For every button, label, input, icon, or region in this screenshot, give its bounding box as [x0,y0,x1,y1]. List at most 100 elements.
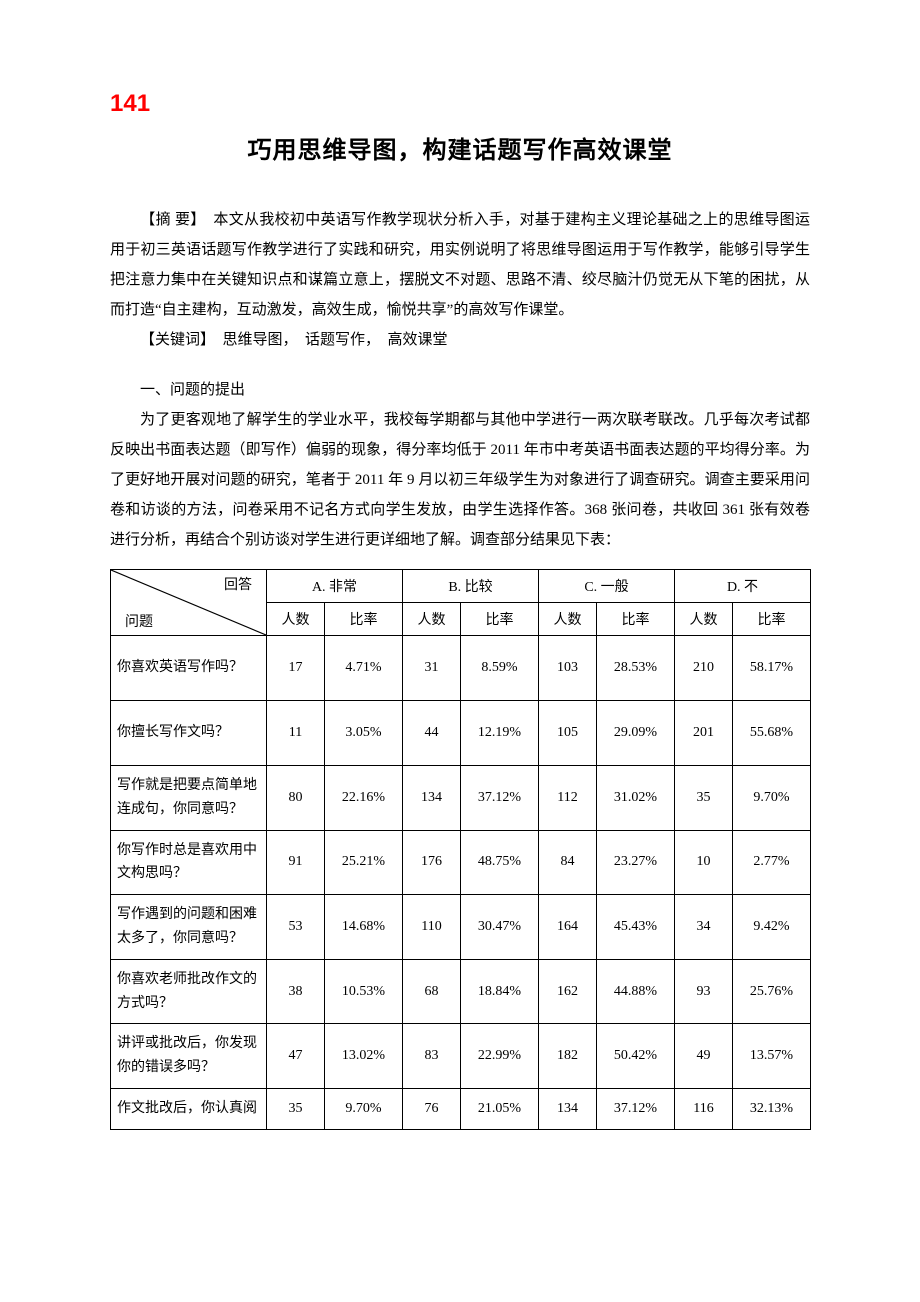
percent-cell: 25.21% [325,830,403,895]
abstract-paragraph: 【摘 要】 本文从我校初中英语写作教学现状分析入手，对基于建构主义理论基础之上的… [110,205,810,325]
count-cell: 17 [267,636,325,701]
section-heading: 一、问题的提出 [110,375,810,405]
percent-cell: 25.76% [733,959,811,1024]
percent-cell: 22.99% [461,1024,539,1089]
percent-cell: 50.42% [597,1024,675,1089]
count-cell: 76 [403,1088,461,1129]
percent-cell: 58.17% [733,636,811,701]
page-number: 141 [110,90,810,118]
percent-cell: 22.16% [325,766,403,831]
question-cell: 你喜欢老师批改作文的方式吗？ [111,959,267,1024]
percent-cell: 31.02% [597,766,675,831]
sub-header: 比率 [325,603,403,636]
count-cell: 176 [403,830,461,895]
count-cell: 182 [539,1024,597,1089]
count-cell: 116 [675,1088,733,1129]
sub-header: 人数 [267,603,325,636]
spacer [110,355,810,375]
question-cell: 写作就是把要点简单地连成句，你同意吗？ [111,766,267,831]
count-cell: 201 [675,701,733,766]
count-cell: 38 [267,959,325,1024]
percent-cell: 37.12% [461,766,539,831]
count-cell: 34 [675,895,733,960]
count-cell: 164 [539,895,597,960]
percent-cell: 30.47% [461,895,539,960]
percent-cell: 12.19% [461,701,539,766]
sub-header: 比率 [733,603,811,636]
table-row: 你喜欢英语写作吗？174.71%318.59%10328.53%21058.17… [111,636,811,701]
count-cell: 83 [403,1024,461,1089]
count-cell: 11 [267,701,325,766]
abstract-label: 【摘 要】 [140,212,198,228]
percent-cell: 37.12% [597,1088,675,1129]
count-cell: 103 [539,636,597,701]
percent-cell: 9.70% [733,766,811,831]
table-row: 讲评或批改后，你发现你的错误多吗？4713.02%8322.99%18250.4… [111,1024,811,1089]
diagonal-header-cell: 回答 问题 [111,570,267,636]
count-cell: 49 [675,1024,733,1089]
percent-cell: 4.71% [325,636,403,701]
count-cell: 35 [675,766,733,831]
count-cell: 210 [675,636,733,701]
abstract-text: 本文从我校初中英语写作教学现状分析入手，对基于建构主义理论基础之上的思维导图运用… [110,212,810,318]
sub-header: 比率 [461,603,539,636]
count-cell: 93 [675,959,733,1024]
table-row: 你写作时总是喜欢用中文构思吗？9125.21%17648.75%8423.27%… [111,830,811,895]
percent-cell: 21.05% [461,1088,539,1129]
question-cell: 讲评或批改后，你发现你的错误多吗？ [111,1024,267,1089]
percent-cell: 32.13% [733,1088,811,1129]
spacer [110,555,810,569]
percent-cell: 2.77% [733,830,811,895]
diagonal-label-question: 问题 [125,611,153,631]
count-cell: 105 [539,701,597,766]
table-body: 你喜欢英语写作吗？174.71%318.59%10328.53%21058.17… [111,636,811,1130]
table-head: 回答 问题 A. 非常 B. 比较 C. 一般 D. 不 人数 比率 人数 比率… [111,570,811,636]
count-cell: 162 [539,959,597,1024]
keywords-paragraph: 【关键词】 思维导图， 话题写作， 高效课堂 [110,325,810,355]
percent-cell: 8.59% [461,636,539,701]
count-cell: 91 [267,830,325,895]
percent-cell: 13.02% [325,1024,403,1089]
percent-cell: 10.53% [325,959,403,1024]
count-cell: 110 [403,895,461,960]
question-cell: 作文批改后，你认真阅 [111,1088,267,1129]
count-cell: 53 [267,895,325,960]
percent-cell: 45.43% [597,895,675,960]
count-cell: 47 [267,1024,325,1089]
table-row: 作文批改后，你认真阅359.70%7621.05%13437.12%11632.… [111,1088,811,1129]
section-body: 为了更客观地了解学生的学业水平，我校每学期都与其他中学进行一两次联考联改。几乎每… [110,405,810,555]
count-cell: 84 [539,830,597,895]
percent-cell: 29.09% [597,701,675,766]
group-header: A. 非常 [267,570,403,603]
group-header: B. 比较 [403,570,539,603]
percent-cell: 55.68% [733,701,811,766]
group-header: C. 一般 [539,570,675,603]
survey-table: 回答 问题 A. 非常 B. 比较 C. 一般 D. 不 人数 比率 人数 比率… [110,569,811,1130]
percent-cell: 14.68% [325,895,403,960]
count-cell: 35 [267,1088,325,1129]
sub-header: 人数 [403,603,461,636]
count-cell: 134 [539,1088,597,1129]
percent-cell: 9.70% [325,1088,403,1129]
percent-cell: 28.53% [597,636,675,701]
question-cell: 你喜欢英语写作吗？ [111,636,267,701]
table-header-row-1: 回答 问题 A. 非常 B. 比较 C. 一般 D. 不 [111,570,811,603]
percent-cell: 44.88% [597,959,675,1024]
count-cell: 10 [675,830,733,895]
sub-header: 人数 [539,603,597,636]
percent-cell: 3.05% [325,701,403,766]
sub-header: 比率 [597,603,675,636]
diagonal-label-answer: 回答 [224,574,252,594]
count-cell: 134 [403,766,461,831]
table-row: 写作遇到的问题和困难太多了，你同意吗？5314.68%11030.47%1644… [111,895,811,960]
percent-cell: 23.27% [597,830,675,895]
count-cell: 68 [403,959,461,1024]
percent-cell: 18.84% [461,959,539,1024]
percent-cell: 9.42% [733,895,811,960]
percent-cell: 13.57% [733,1024,811,1089]
question-cell: 你擅长写作文吗？ [111,701,267,766]
question-cell: 你写作时总是喜欢用中文构思吗？ [111,830,267,895]
table-row: 你擅长写作文吗？113.05%4412.19%10529.09%20155.68… [111,701,811,766]
table-row: 写作就是把要点简单地连成句，你同意吗？8022.16%13437.12%1123… [111,766,811,831]
question-cell: 写作遇到的问题和困难太多了，你同意吗？ [111,895,267,960]
